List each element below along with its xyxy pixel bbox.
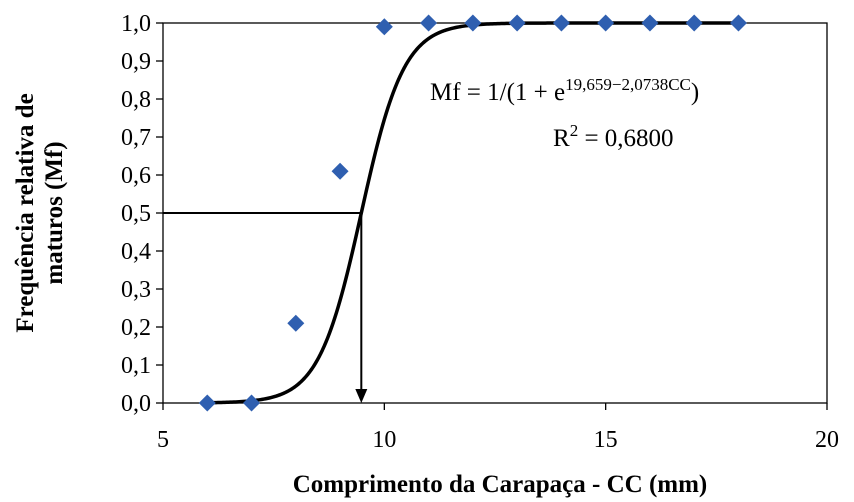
y-tick-label: 0,5 <box>121 201 151 227</box>
equation-suffix: ) <box>691 79 699 106</box>
r2-sup: 2 <box>570 121 579 140</box>
x-tick-label: 10 <box>372 427 396 453</box>
y-tick-label: 0,8 <box>121 87 151 113</box>
data-point <box>729 14 747 32</box>
y-tick-label: 1,0 <box>121 11 151 37</box>
x-tick-label: 20 <box>815 427 839 453</box>
data-point <box>375 18 393 36</box>
y-axis-title-line1: Frequência relativa de <box>12 93 39 332</box>
equation-label: Mf = 1/(1 + e19,659−2,0738CC) <box>430 75 699 106</box>
y-tick-label: 0,1 <box>121 353 151 379</box>
data-point <box>287 314 305 332</box>
data-point <box>508 14 526 32</box>
data-point <box>641 14 659 32</box>
x-tick-label: 15 <box>594 427 618 453</box>
y-axis-ticks: 0,0 0,1 0,2 0,3 0,4 0,5 0,6 0,7 0,8 0,9 1,0 <box>121 11 163 417</box>
x-axis-ticks: 5 10 15 20 <box>157 403 839 453</box>
equation-prefix: Mf = 1/(1 + e <box>430 79 565 106</box>
data-point <box>685 14 703 32</box>
y-tick-label: 0,9 <box>121 49 151 75</box>
data-points <box>198 14 747 412</box>
x-axis-title: Comprimento da Carapaça - CC (mm) <box>293 471 708 498</box>
data-point <box>331 162 349 180</box>
data-point <box>420 14 438 32</box>
y-axis-title: Frequência relativa de maturos (Mf) <box>12 93 68 332</box>
data-point <box>198 394 216 412</box>
y-tick-label: 0,7 <box>121 125 151 151</box>
l50-guides <box>163 212 368 403</box>
r2-prefix: R <box>553 125 570 152</box>
y-axis-title-line2: maturos (Mf) <box>41 141 68 284</box>
data-point <box>552 14 570 32</box>
x-tick-label: 5 <box>157 427 169 453</box>
r2-suffix: = 0,6800 <box>578 125 673 152</box>
r-squared-label: R2 = 0,6800 <box>553 121 674 152</box>
data-point <box>464 14 482 32</box>
y-tick-label: 0,6 <box>121 163 151 189</box>
equation-exponent: 19,659−2,0738CC <box>565 75 691 94</box>
data-point <box>597 14 615 32</box>
y-tick-label: 0,2 <box>121 315 151 341</box>
l50-arrow-head <box>355 389 368 403</box>
y-tick-label: 0,4 <box>121 239 151 265</box>
y-tick-label: 0,3 <box>121 277 151 303</box>
y-tick-label: 0,0 <box>121 391 151 417</box>
data-point <box>243 394 261 412</box>
